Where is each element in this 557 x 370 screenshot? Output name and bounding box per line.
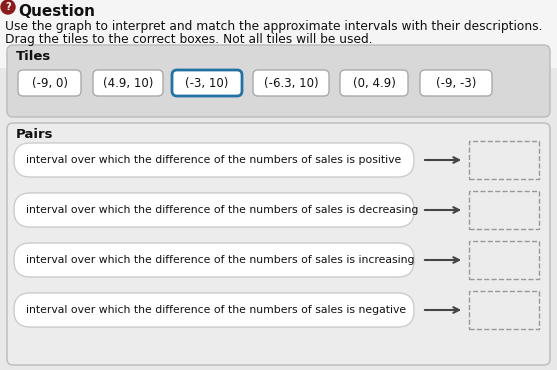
Text: (4.9, 10): (4.9, 10) xyxy=(103,77,153,90)
FancyBboxPatch shape xyxy=(14,143,414,177)
Text: interval over which the difference of the numbers of sales is decreasing: interval over which the difference of th… xyxy=(26,205,418,215)
Bar xyxy=(469,241,539,279)
FancyBboxPatch shape xyxy=(93,70,163,96)
FancyBboxPatch shape xyxy=(18,70,81,96)
Text: interval over which the difference of the numbers of sales is negative: interval over which the difference of th… xyxy=(26,305,406,315)
FancyBboxPatch shape xyxy=(14,193,414,227)
Bar xyxy=(469,141,539,179)
FancyBboxPatch shape xyxy=(7,45,550,117)
FancyBboxPatch shape xyxy=(420,70,492,96)
Text: (0, 4.9): (0, 4.9) xyxy=(353,77,395,90)
Text: ?: ? xyxy=(5,2,11,12)
FancyBboxPatch shape xyxy=(14,243,414,277)
Text: Tiles: Tiles xyxy=(16,50,51,63)
Bar xyxy=(469,191,539,229)
FancyBboxPatch shape xyxy=(7,123,550,365)
FancyBboxPatch shape xyxy=(253,70,329,96)
Text: (-9, -3): (-9, -3) xyxy=(436,77,476,90)
Text: interval over which the difference of the numbers of sales is increasing: interval over which the difference of th… xyxy=(26,255,414,265)
Text: (-6.3, 10): (-6.3, 10) xyxy=(263,77,318,90)
Text: (-3, 10): (-3, 10) xyxy=(185,77,229,90)
Text: interval over which the difference of the numbers of sales is positive: interval over which the difference of th… xyxy=(26,155,401,165)
Text: (-9, 0): (-9, 0) xyxy=(32,77,67,90)
FancyBboxPatch shape xyxy=(14,293,414,327)
Bar xyxy=(469,291,539,329)
Text: Pairs: Pairs xyxy=(16,128,53,141)
Circle shape xyxy=(1,0,15,14)
Text: Question: Question xyxy=(18,4,95,19)
FancyBboxPatch shape xyxy=(172,70,242,96)
Bar xyxy=(0,0,557,68)
Text: Use the graph to interpret and match the approximate intervals with their descri: Use the graph to interpret and match the… xyxy=(5,20,543,33)
FancyBboxPatch shape xyxy=(340,70,408,96)
Text: Drag the tiles to the correct boxes. Not all tiles will be used.: Drag the tiles to the correct boxes. Not… xyxy=(5,33,373,46)
